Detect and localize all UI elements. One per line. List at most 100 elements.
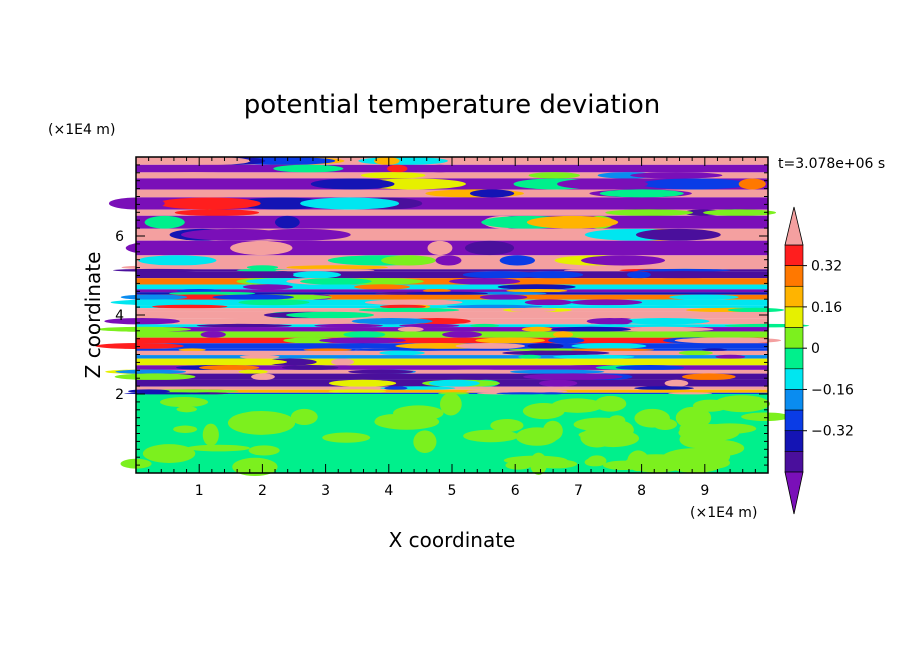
lower-blob — [227, 410, 296, 435]
stripe-blob — [379, 304, 426, 309]
stripe-blob — [251, 373, 275, 381]
stripe-blob — [384, 386, 408, 391]
colorbar-label: −0.16 — [811, 382, 854, 398]
x-tick-label: 2 — [258, 483, 267, 499]
stripe-blob — [142, 172, 246, 179]
stripe-blob — [455, 343, 526, 350]
stripe-blob — [571, 343, 647, 350]
x-tick-label: 4 — [384, 483, 393, 499]
lower-blob — [490, 418, 524, 433]
lower-blob — [413, 430, 437, 454]
colorbar-box — [784, 409, 804, 432]
stripe-blob — [178, 348, 206, 352]
stripe-blob — [426, 164, 454, 173]
stripe-blob — [615, 365, 685, 371]
lower-blob — [522, 403, 565, 420]
stripe-blob — [526, 215, 619, 229]
lower-blob — [439, 392, 462, 416]
stripe-blob — [611, 326, 714, 332]
colorbar-label: −0.32 — [811, 424, 854, 440]
stripe — [136, 348, 768, 351]
stripe-blob — [475, 337, 545, 344]
stripe-blob — [238, 299, 310, 306]
x-tick-label: 6 — [511, 483, 520, 499]
colorbar-label: 0.16 — [811, 300, 842, 316]
lower-blob — [173, 425, 198, 433]
stripe-blob — [637, 268, 731, 272]
x-axis-label: X coordinate — [389, 528, 516, 552]
lower-blob — [675, 406, 712, 429]
stripe-blob — [314, 323, 383, 328]
stripe-blob — [128, 389, 170, 394]
colorbar-max-arrow — [784, 206, 804, 246]
stripe-blob — [144, 215, 185, 229]
y-tick-label: 4 — [115, 308, 124, 324]
stripe-blob — [479, 294, 528, 300]
stripe-blob — [331, 358, 355, 366]
colorbar-box — [784, 327, 804, 349]
stripe-blob — [286, 311, 375, 319]
stripe-blob — [328, 389, 387, 394]
stripe-blob — [446, 304, 543, 309]
stripe-blob — [668, 392, 713, 395]
stripe-blob — [442, 331, 483, 338]
stripe-blob — [274, 215, 300, 229]
lower-blob — [290, 408, 318, 426]
lower-blob — [505, 461, 532, 470]
colorbar-box — [784, 451, 804, 473]
lower-blob — [187, 444, 250, 452]
stripe-blob — [635, 228, 721, 241]
stripe-blob — [343, 331, 386, 338]
stripe-blob — [379, 350, 425, 356]
stripe-blob — [319, 337, 406, 344]
stripe-blob — [715, 354, 746, 359]
stripe-blob — [499, 255, 536, 266]
stripe-blob — [509, 369, 605, 374]
stripe-blob — [95, 343, 184, 350]
stripe-blob — [727, 307, 785, 313]
lower-blob — [463, 429, 519, 443]
stripe-blob — [626, 271, 651, 279]
stripe-blob — [212, 294, 294, 300]
stripe — [136, 337, 768, 344]
x-tick-label: 5 — [448, 483, 457, 499]
y-tick-label: 2 — [115, 387, 124, 403]
stripe — [136, 355, 768, 359]
colorbar-box — [784, 347, 804, 370]
stripe-blob — [640, 178, 750, 190]
stripe — [136, 228, 768, 241]
stripe — [136, 269, 768, 272]
lower-blob — [584, 457, 603, 467]
stripe-blob — [538, 392, 565, 395]
y-axis-label: Z coordinate — [81, 252, 105, 379]
lower-blob — [653, 418, 678, 430]
stripe-blob — [252, 228, 351, 241]
stripe-blob — [381, 255, 436, 266]
stripe-blob — [725, 228, 753, 241]
stripe-blob — [470, 323, 500, 328]
stripe — [136, 327, 768, 332]
stripe — [136, 271, 768, 279]
colorbar-box — [784, 244, 804, 266]
stripe-blob — [524, 299, 573, 306]
stripe-blob — [354, 284, 410, 290]
colorbar-box — [784, 389, 804, 411]
stripe-blob — [510, 307, 556, 313]
heatmap-field — [95, 156, 810, 477]
stripe-blob — [281, 365, 339, 371]
stripe-blob — [300, 197, 400, 210]
stripe-blob — [236, 268, 296, 272]
stripe-blob — [553, 331, 574, 338]
colorbar-box — [784, 306, 804, 328]
stripe — [136, 172, 768, 179]
stripe — [136, 311, 768, 319]
stripe-blob — [358, 156, 448, 165]
stripe-blob — [271, 271, 294, 279]
stripe-blob — [196, 317, 305, 325]
stripe-blob — [618, 317, 710, 325]
stripe-blob — [246, 265, 279, 270]
chart-title: potential temperature deviation — [244, 90, 660, 120]
lower-blob — [542, 420, 563, 441]
stripe-blob — [521, 271, 584, 279]
